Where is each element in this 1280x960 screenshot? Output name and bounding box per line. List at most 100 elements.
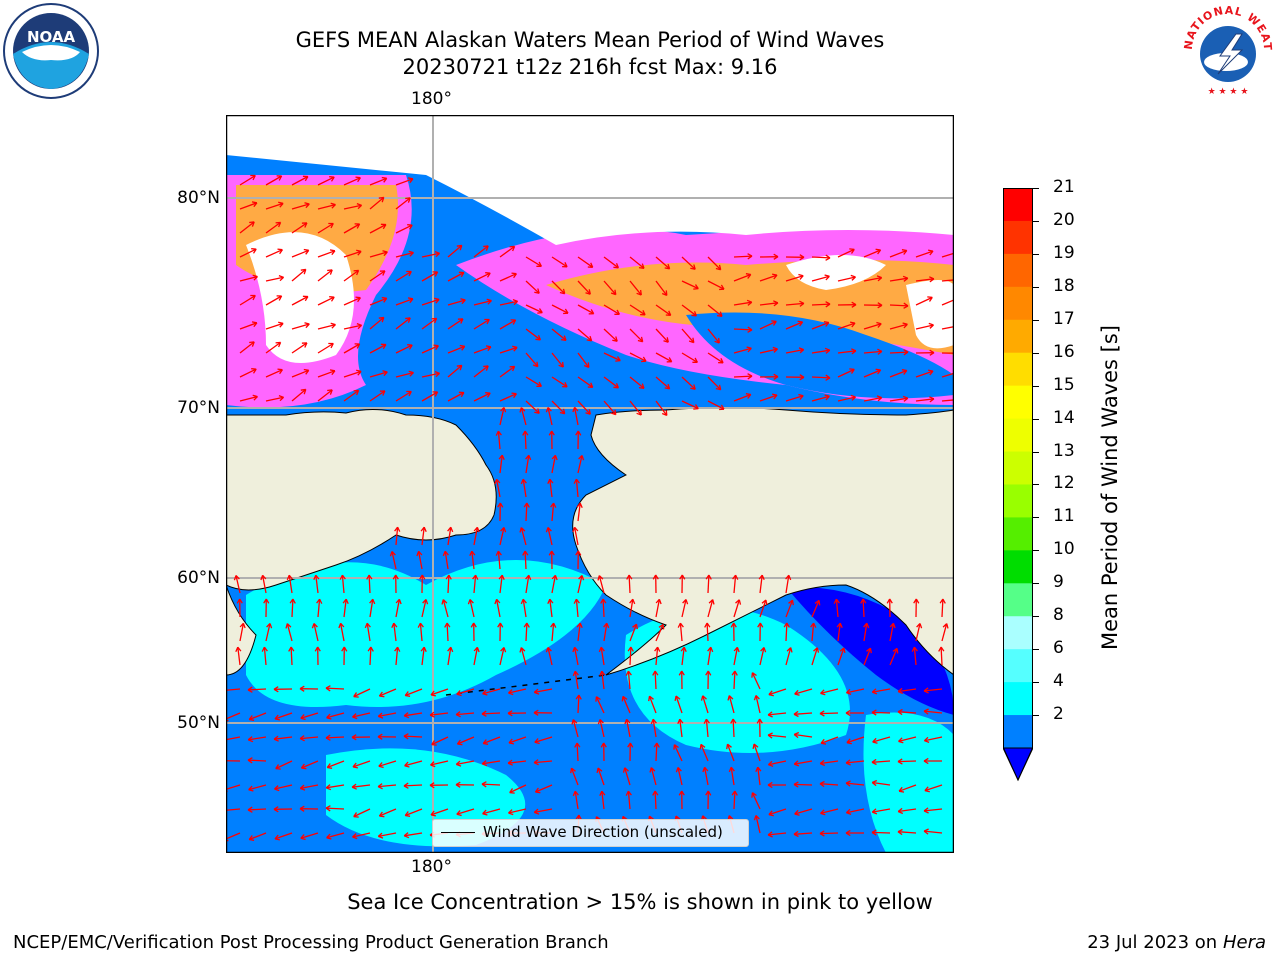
wind-wave-arrowhead [760, 647, 767, 653]
wind-wave-arrow [794, 760, 813, 765]
wind-wave-arrowhead [747, 326, 753, 333]
wind-wave-arrow [603, 304, 620, 315]
wind-wave-arrowhead [799, 254, 805, 261]
wind-wave-arrow [520, 407, 527, 426]
wind-wave-arrowhead [408, 250, 414, 257]
wind-wave-arrow [343, 599, 347, 618]
wind-wave-arrow [339, 623, 345, 642]
wind-wave-arrow [577, 328, 593, 342]
wind-wave-arrow [889, 277, 908, 282]
map-frame [225, 114, 955, 854]
wind-wave-arrow [547, 407, 553, 426]
wind-wave-arrowhead [519, 527, 526, 533]
wind-wave-arrowhead [522, 550, 529, 556]
wind-wave-arrowhead [408, 370, 414, 377]
wind-wave-arrow [522, 479, 527, 498]
wind-wave-arrow [837, 623, 841, 642]
wind-wave-arrowhead [767, 781, 773, 789]
wind-wave-arrow [573, 647, 579, 666]
wind-wave-arrow [785, 647, 792, 666]
wind-wave-arrow [794, 733, 813, 738]
wind-wave-arrowhead [355, 296, 361, 303]
wind-wave-arrow [366, 623, 371, 642]
colorbar-tick-label: 12 [1053, 473, 1075, 494]
wind-wave-arrow [650, 767, 657, 786]
wind-wave-arrowhead [680, 646, 687, 652]
wind-wave-arrowhead [693, 404, 699, 410]
wind-wave-arrowhead [509, 245, 516, 252]
wind-wave-arrow [768, 712, 787, 716]
wind-wave-arrowhead [715, 384, 722, 391]
wind-wave-arrow [576, 742, 579, 762]
wind-wave-arrow [447, 345, 465, 354]
wind-wave-arrow [421, 647, 425, 666]
wind-wave-arrow [759, 394, 778, 402]
wind-wave-arrowhead [378, 196, 385, 203]
wind-wave-arrowhead [247, 757, 253, 764]
wind-wave-arrowhead [576, 502, 583, 508]
wind-wave-arrowhead [756, 718, 763, 724]
wind-wave-arrowhead [876, 321, 882, 328]
wind-wave-arrowhead [871, 709, 877, 716]
wind-wave-arrow [343, 389, 359, 402]
wind-wave-arrowhead [714, 337, 720, 344]
wind-wave-arrowhead [447, 526, 454, 533]
wind-wave-arrowhead [485, 392, 491, 398]
wind-wave-arrow [627, 791, 631, 810]
wind-wave-arrow [603, 400, 617, 416]
wind-wave-arrowhead [851, 348, 857, 355]
wind-wave-arrow [456, 712, 475, 716]
wind-wave-arrowhead [483, 245, 489, 251]
wind-wave-arrow [915, 398, 934, 402]
wind-wave-arrow [421, 391, 438, 402]
wind-wave-arrow [768, 832, 787, 836]
wind-wave-arrow [471, 551, 475, 570]
wind-wave-arrowhead [610, 289, 617, 296]
wind-wave-arrow [681, 304, 697, 317]
wind-wave-arrow [247, 759, 267, 762]
wind-wave-arrow [601, 671, 605, 690]
wind-wave-arrowhead [612, 336, 618, 342]
wind-wave-arrow [915, 250, 934, 258]
wind-wave-arrowhead [273, 735, 279, 742]
wind-wave-arrowhead [326, 833, 332, 840]
wind-wave-arrow [222, 808, 241, 812]
wind-wave-arrowhead [536, 381, 542, 387]
wind-wave-arrow [551, 623, 555, 642]
wind-wave-arrowhead [824, 394, 830, 401]
wind-wave-arrowhead [551, 574, 558, 581]
wind-wave-arrow [941, 623, 948, 642]
wind-wave-arrowhead [239, 622, 246, 629]
wind-wave-arrowhead [354, 223, 361, 229]
nws-logo: NATIONAL WEATHER SERVICE ★ ★ ★ ★ [1175, 0, 1276, 98]
wind-wave-arrowhead [523, 502, 530, 508]
colorbar-tick-mark [1033, 188, 1039, 189]
wind-wave-arrowhead [665, 310, 672, 316]
lon-label-bottom: 180° [411, 857, 452, 877]
wind-wave-arrow [248, 832, 267, 841]
wind-wave-arrow [846, 736, 865, 744]
wind-wave-arrow [508, 760, 527, 764]
wind-wave-arrow [447, 574, 450, 594]
wind-wave-arrow [343, 370, 362, 378]
wind-wave-arrowhead [508, 809, 514, 816]
wind-wave-arrow [369, 270, 386, 282]
wind-wave-arrow [570, 767, 579, 786]
wind-wave-arrowhead [871, 779, 878, 787]
wind-wave-arrowhead [534, 738, 540, 745]
wind-wave-arrowhead [942, 623, 949, 629]
wind-wave-arrowhead [572, 526, 579, 533]
wind-wave-arrow [793, 783, 813, 786]
wind-wave-arrowhead [299, 735, 305, 742]
wind-wave-arrowhead [640, 310, 646, 316]
wind-wave-arrowhead [277, 248, 283, 255]
wind-wave-arrow [247, 688, 267, 691]
wind-wave-arrow [811, 600, 820, 618]
no-data-region [226, 115, 954, 245]
wind-wave-arrowhead [533, 709, 539, 716]
wind-wave-arrow [404, 832, 423, 837]
wind-wave-arrow [265, 623, 271, 642]
wind-wave-arrow [482, 736, 501, 745]
wind-wave-arrow [751, 672, 761, 690]
wind-wave-arrow [393, 623, 397, 642]
